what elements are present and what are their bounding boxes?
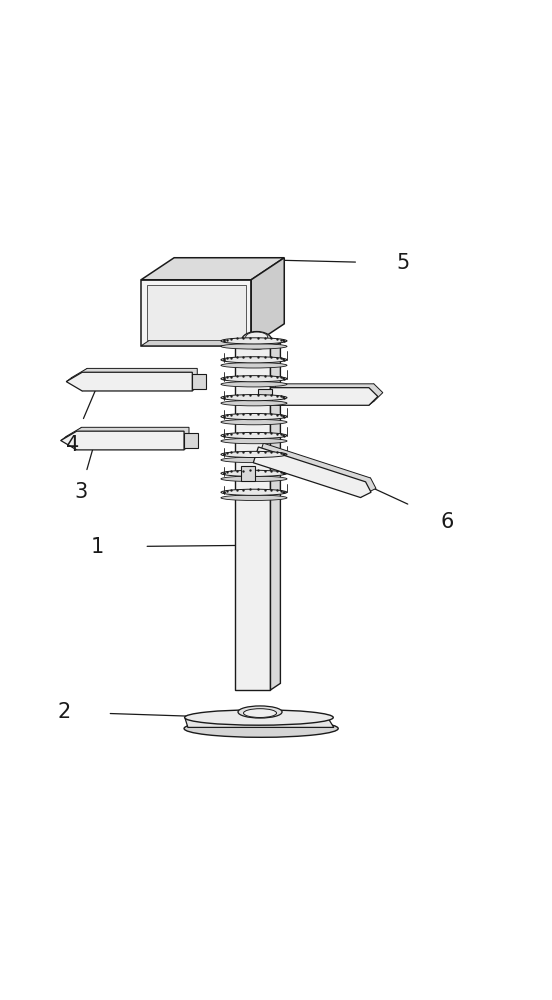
Ellipse shape [238,706,282,718]
Polygon shape [61,431,184,450]
Ellipse shape [221,438,287,444]
Ellipse shape [221,476,287,482]
Ellipse shape [221,400,287,406]
Ellipse shape [235,340,280,345]
Polygon shape [258,443,376,494]
Ellipse shape [221,357,287,363]
Ellipse shape [221,470,287,476]
Ellipse shape [221,451,287,458]
Polygon shape [257,286,281,298]
Polygon shape [141,258,284,280]
Ellipse shape [184,720,338,737]
Ellipse shape [221,344,287,349]
Ellipse shape [221,432,287,439]
Ellipse shape [221,395,287,401]
Text: 6: 6 [440,512,453,532]
Ellipse shape [221,419,287,425]
Polygon shape [184,433,198,448]
Text: 1: 1 [91,537,104,557]
Polygon shape [141,280,251,346]
Polygon shape [141,339,261,346]
Ellipse shape [243,709,277,717]
Polygon shape [66,427,189,446]
Polygon shape [241,466,254,481]
Text: 2: 2 [57,702,71,722]
Polygon shape [235,346,270,690]
Polygon shape [270,339,280,690]
Polygon shape [253,447,371,498]
Text: 4: 4 [66,435,79,455]
Ellipse shape [221,457,287,463]
Ellipse shape [221,338,287,344]
Ellipse shape [246,332,268,342]
Text: 5: 5 [396,253,409,273]
Polygon shape [147,285,246,340]
Polygon shape [270,388,378,405]
Polygon shape [251,258,284,346]
Ellipse shape [221,382,287,387]
Ellipse shape [221,376,287,382]
Polygon shape [258,389,272,404]
Polygon shape [185,719,334,727]
Text: 3: 3 [74,482,87,502]
Polygon shape [275,384,383,401]
Ellipse shape [221,413,287,420]
Ellipse shape [221,363,287,368]
Ellipse shape [221,495,287,500]
Polygon shape [251,298,254,313]
Polygon shape [66,372,192,391]
Polygon shape [71,368,197,387]
Ellipse shape [184,710,333,725]
Ellipse shape [242,332,272,349]
Polygon shape [192,374,206,389]
Ellipse shape [221,489,287,495]
